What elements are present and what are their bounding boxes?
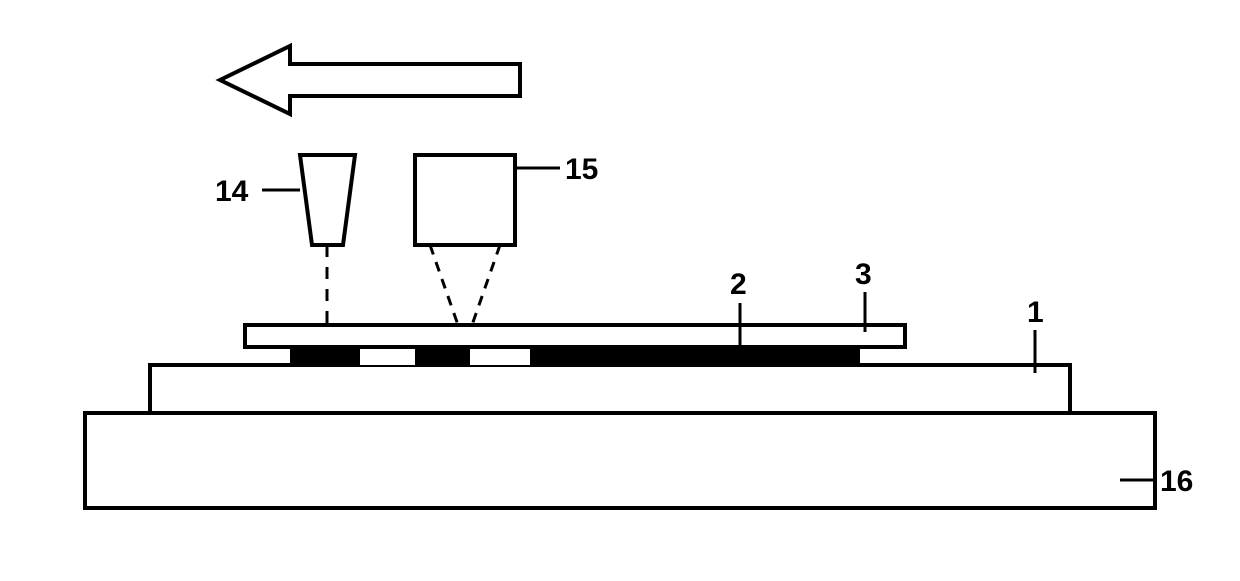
label-2: 2 xyxy=(730,268,747,302)
diagram-svg xyxy=(0,0,1240,581)
pattern-segment-2 xyxy=(415,347,470,365)
pattern-segment-0 xyxy=(290,347,360,365)
label-16: 16 xyxy=(1160,465,1193,499)
nozzle-14 xyxy=(300,155,355,245)
label-15: 15 xyxy=(565,153,598,187)
label-1: 1 xyxy=(1027,296,1044,330)
pattern-segment-1 xyxy=(360,347,415,365)
direction-arrow xyxy=(220,46,520,114)
light-source-15 xyxy=(415,155,515,245)
label-3: 3 xyxy=(855,258,872,292)
stage-16 xyxy=(85,413,1155,508)
substrate-1 xyxy=(150,365,1070,413)
pattern-segment-4 xyxy=(530,347,860,365)
light-ray-left xyxy=(430,245,458,325)
pattern-segment-3 xyxy=(470,347,530,365)
top-layer-3 xyxy=(245,325,905,347)
light-ray-right xyxy=(472,245,500,325)
label-14: 14 xyxy=(215,175,248,209)
